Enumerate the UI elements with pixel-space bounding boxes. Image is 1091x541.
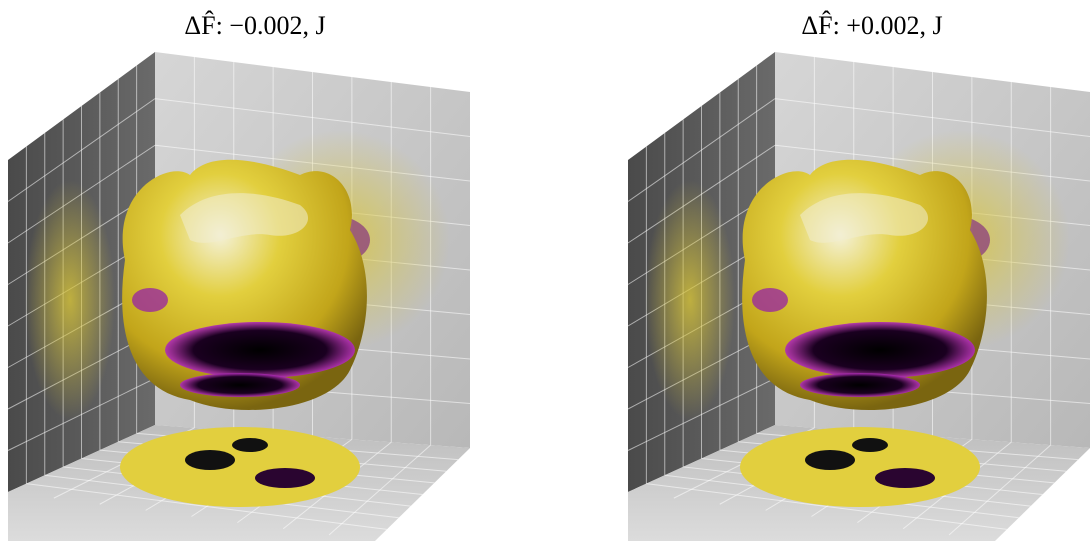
panel-title: ΔF̂: −0.002, J — [184, 11, 325, 40]
panel-title: ΔF̂: +0.002, J — [801, 11, 942, 40]
left-panel — [7, 51, 471, 541]
right-panel — [627, 51, 1091, 541]
